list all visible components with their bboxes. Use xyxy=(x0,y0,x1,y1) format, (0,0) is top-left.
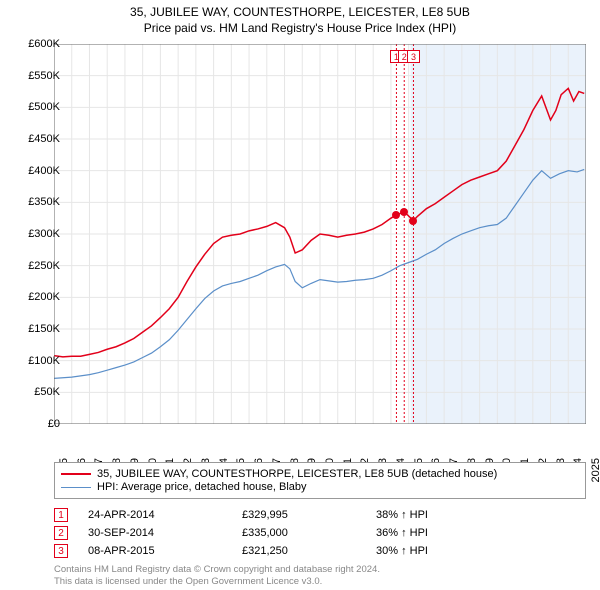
sale-marker-icon: 1 xyxy=(54,508,68,522)
sale-dot-1 xyxy=(392,211,400,219)
legend-swatch xyxy=(61,487,91,488)
ytick-label: £150K xyxy=(8,323,60,335)
legend-row: HPI: Average price, detached house, Blab… xyxy=(61,481,579,493)
ytick-label: £500K xyxy=(8,101,60,113)
ytick-label: £300K xyxy=(8,228,60,240)
footer-attribution: Contains HM Land Registry data © Crown c… xyxy=(54,564,380,588)
ytick-label: £200K xyxy=(8,291,60,303)
sale-price: £329,995 xyxy=(242,509,372,521)
sale-diff: 36% ↑ HPI xyxy=(376,527,506,539)
ytick-label: £550K xyxy=(8,70,60,82)
sale-dot-3 xyxy=(409,217,417,225)
ytick-label: £350K xyxy=(8,196,60,208)
title-address: 35, JUBILEE WAY, COUNTESTHORPE, LEICESTE… xyxy=(0,4,600,20)
ytick-label: £600K xyxy=(8,38,60,50)
sales-row: 1 24-APR-2014 £329,995 38% ↑ HPI xyxy=(54,506,586,524)
chart-container: 35, JUBILEE WAY, COUNTESTHORPE, LEICESTE… xyxy=(0,0,600,590)
legend-label: 35, JUBILEE WAY, COUNTESTHORPE, LEICESTE… xyxy=(97,468,497,480)
sales-table: 1 24-APR-2014 £329,995 38% ↑ HPI 2 30-SEP-201… xyxy=(54,506,586,560)
ytick-label: £50K xyxy=(8,386,60,398)
sale-marker-icon: 2 xyxy=(54,526,68,540)
legend: 35, JUBILEE WAY, COUNTESTHORPE, LEICESTE… xyxy=(54,462,586,499)
ytick-label: £400K xyxy=(8,165,60,177)
sale-diff: 30% ↑ HPI xyxy=(376,545,506,557)
sale-date: 24-APR-2014 xyxy=(88,509,238,521)
footer-line2: This data is licensed under the Open Gov… xyxy=(54,576,380,588)
sale-dot-2 xyxy=(400,208,408,216)
sale-marker-icon: 3 xyxy=(54,544,68,558)
line-chart xyxy=(54,44,586,424)
sale-date: 30-SEP-2014 xyxy=(88,527,238,539)
sale-diff: 38% ↑ HPI xyxy=(376,509,506,521)
sale-price: £335,000 xyxy=(242,527,372,539)
xtick-label: 2025 xyxy=(590,458,600,482)
sale-price: £321,250 xyxy=(242,545,372,557)
title-subtitle: Price paid vs. HM Land Registry's House … xyxy=(0,20,600,36)
legend-label: HPI: Average price, detached house, Blab… xyxy=(97,481,307,493)
ytick-label: £450K xyxy=(8,133,60,145)
ytick-label: £250K xyxy=(8,260,60,272)
footer-line1: Contains HM Land Registry data © Crown c… xyxy=(54,564,380,576)
sale-marker-3: 3 xyxy=(407,50,420,63)
ytick-label: £100K xyxy=(8,355,60,367)
sales-row: 2 30-SEP-2014 £335,000 36% ↑ HPI xyxy=(54,524,586,542)
sales-row: 3 08-APR-2015 £321,250 30% ↑ HPI xyxy=(54,542,586,560)
ytick-label: £0 xyxy=(8,418,60,430)
legend-swatch xyxy=(61,473,91,475)
legend-row: 35, JUBILEE WAY, COUNTESTHORPE, LEICESTE… xyxy=(61,468,579,480)
sale-date: 08-APR-2015 xyxy=(88,545,238,557)
title-block: 35, JUBILEE WAY, COUNTESTHORPE, LEICESTE… xyxy=(0,0,600,36)
